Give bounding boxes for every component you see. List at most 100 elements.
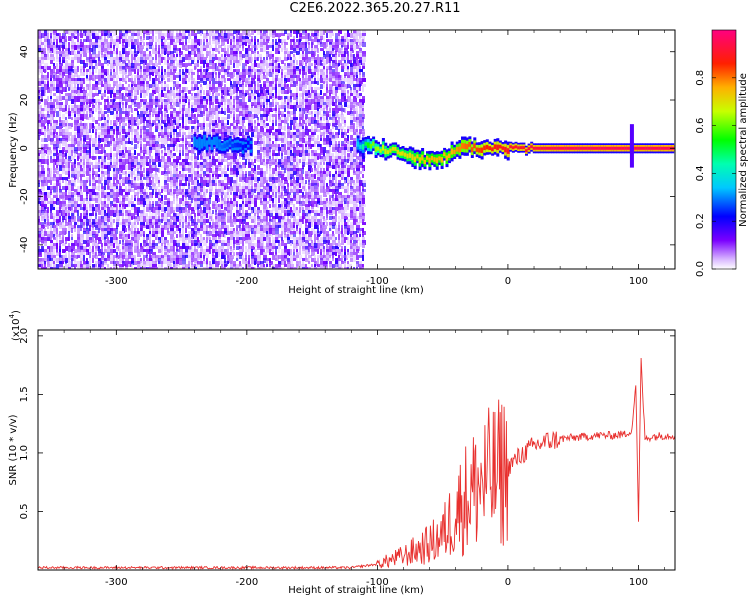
heatmap-cell: [65, 54, 69, 59]
heatmap-cell: [215, 72, 217, 75]
heatmap-cell: [143, 72, 146, 75]
heatmap-cell: [104, 78, 107, 82]
heatmap-cell: [92, 210, 94, 213]
heatmap-cell: [158, 72, 160, 75]
heatmap-cell: [113, 219, 115, 223]
heatmap-cell: [248, 78, 250, 83]
heatmap-cell: [41, 192, 44, 197]
heatmap-cell: [266, 213, 269, 216]
heatmap-cell: [173, 144, 175, 147]
heatmap-cell: [56, 84, 59, 89]
heatmap-cell: [266, 249, 269, 253]
heatmap-cell: [95, 138, 97, 143]
heatmap-cell: [86, 129, 89, 133]
heatmap-cell: [41, 84, 45, 88]
heatmap-cell: [227, 39, 229, 44]
heatmap-cell: [125, 108, 128, 112]
heatmap-cell: [227, 162, 230, 166]
heatmap-cell: [257, 141, 261, 146]
heatmap-cell: [191, 126, 195, 129]
heatmap-cell: [185, 72, 187, 76]
heatmap-cell: [182, 138, 184, 143]
heatmap-cell: [86, 72, 88, 77]
heatmap-cell: [140, 60, 144, 64]
heatmap-cell: [74, 114, 76, 117]
heatmap-cell: [56, 159, 59, 162]
heatmap-cell: [224, 231, 227, 235]
heatmap-cell: [158, 81, 161, 84]
heatmap-cell: [125, 180, 129, 184]
heatmap-cell: [182, 195, 184, 201]
heatmap-cell: [152, 213, 156, 216]
heatmap-cell: [191, 81, 194, 84]
heatmap-cell: [113, 189, 115, 193]
heatmap-cell: [260, 102, 264, 107]
heatmap-cell: [56, 81, 60, 84]
heatmap-cell: [164, 240, 168, 244]
heatmap-cell: [164, 93, 167, 98]
heatmap-cell: [74, 120, 78, 125]
heatmap-cell: [239, 105, 243, 109]
heatmap-cell: [209, 249, 211, 254]
heatmap-cell: [269, 33, 272, 37]
heatmap-cell: [56, 165, 58, 170]
heatmap-cell: [221, 222, 224, 225]
heatmap-cell: [122, 120, 125, 126]
heatmap-cell: [59, 54, 62, 57]
heatmap-cell: [257, 264, 259, 267]
heatmap-cell: [59, 249, 61, 252]
heatmap-cell: [110, 207, 114, 212]
heatmap-cell: [116, 246, 119, 251]
heatmap-cell: [110, 147, 112, 153]
heatmap-cell: [197, 156, 199, 160]
heatmap-cell: [125, 264, 128, 269]
heatmap-cell: [242, 75, 246, 78]
heatmap-cell: [128, 180, 131, 184]
heatmap-cell: [38, 156, 40, 159]
heatmap-cell: [191, 180, 195, 185]
heatmap-cell: [131, 237, 135, 241]
heatmap-cell: [116, 225, 118, 229]
heatmap-cell: [155, 117, 159, 121]
heatmap-cell: [236, 81, 240, 85]
heatmap-cell: [38, 213, 40, 216]
heatmap-cell: [68, 180, 72, 185]
heatmap-cell: [146, 174, 149, 178]
heatmap-cell: [95, 105, 98, 110]
heatmap-cell: [263, 156, 265, 161]
heatmap-cell: [119, 177, 121, 180]
heatmap-cell: [182, 63, 185, 67]
heatmap-cell: [104, 240, 108, 244]
heatmap-cell: [122, 54, 124, 59]
heatmap-cell: [254, 222, 256, 225]
heatmap-cell: [50, 33, 52, 38]
heatmap-cell: [200, 39, 202, 42]
heatmap-cell: [158, 132, 161, 136]
heatmap-cell: [62, 108, 66, 112]
heatmap-cell: [155, 114, 159, 117]
heatmap-cell: [236, 75, 240, 78]
heatmap-cell: [47, 120, 51, 124]
heatmap-cell: [170, 96, 172, 100]
heatmap-cell: [56, 207, 60, 210]
heatmap-cell: [71, 45, 75, 49]
heatmap-cell: [59, 183, 61, 187]
heatmap-cell: [200, 183, 203, 188]
heatmap-cell: [161, 81, 163, 84]
heatmap-cell: [65, 87, 67, 92]
heatmap-cell: [50, 42, 54, 45]
heatmap-cell: [146, 87, 149, 93]
heatmap-cell: [245, 42, 247, 46]
heatmap-cell: [215, 96, 218, 100]
heatmap-cell: [89, 117, 92, 120]
heatmap-cell: [128, 234, 130, 239]
heatmap-cell: [86, 195, 88, 199]
heatmap-cell: [254, 141, 258, 145]
heatmap-cell: [131, 231, 135, 236]
heatmap-cell: [212, 228, 215, 233]
heatmap-cell: [194, 162, 197, 165]
heatmap-cell: [59, 60, 61, 64]
heatmap-cell: [209, 222, 211, 227]
heatmap-cell: [104, 177, 108, 181]
heatmap-cell: [74, 162, 76, 165]
